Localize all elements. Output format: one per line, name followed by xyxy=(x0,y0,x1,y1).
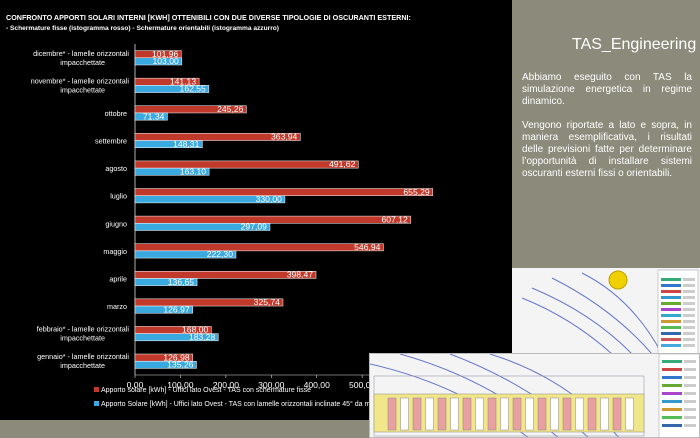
facade-window xyxy=(387,397,397,431)
facade-window xyxy=(525,397,534,431)
legend-entry: Apporto Solare [kWh] - Uffici lato Ovest… xyxy=(101,400,417,408)
chart-title: CONFRONTO APPORTI SOLARI INTERNI [KWH] O… xyxy=(6,13,411,22)
facade-window xyxy=(500,397,509,431)
tas-building-view xyxy=(369,353,700,438)
x-tick-label: 400,00 xyxy=(304,380,331,390)
facade-window xyxy=(612,397,622,431)
facade-window xyxy=(512,397,522,431)
data-label: 162,55 xyxy=(180,84,207,94)
legend-entry: Apporto solare [kWh] - Uffici lato Ovest… xyxy=(101,387,311,394)
category-label: aprile xyxy=(109,274,127,283)
data-label: 126,97 xyxy=(163,304,190,314)
data-label: 168,00 xyxy=(182,325,209,335)
facade-window xyxy=(450,397,459,431)
data-label: 222,30 xyxy=(207,249,234,259)
x-tick-label: 0,00 xyxy=(127,380,144,390)
data-label: 148,31 xyxy=(173,139,200,149)
category-label: maggio xyxy=(103,247,127,256)
category-label: ottobre xyxy=(105,109,127,118)
facade-window xyxy=(587,397,597,431)
bar-orientable xyxy=(134,57,183,66)
data-label: 101,96 xyxy=(152,49,179,59)
data-label: 607,12 xyxy=(382,214,409,224)
x-tick-label: 200,00 xyxy=(213,380,240,390)
bar-fixed xyxy=(134,133,301,141)
tas-screenshot-panel xyxy=(512,268,700,355)
x-tick-label: 500,00 xyxy=(349,380,376,390)
slide-text: Abbiamo eseguito con TAS la simulazione … xyxy=(522,72,692,192)
data-label: 297,09 xyxy=(241,222,268,232)
category-label: febbraio* - lamelle orizzontali impacchet… xyxy=(37,325,130,343)
data-label: 126,98 xyxy=(163,352,190,362)
bar-orientable xyxy=(134,223,271,231)
facade-window xyxy=(625,397,634,431)
category-label: marzo xyxy=(107,302,127,311)
slide-title: TAS_Engineering xyxy=(572,36,697,53)
facade-window xyxy=(550,397,559,431)
data-label: 136,65 xyxy=(168,277,195,287)
x-tick-label: 300,00 xyxy=(258,380,285,390)
facade-window xyxy=(425,397,434,431)
data-label: 363,94 xyxy=(271,132,298,142)
legend-swatch-fixed xyxy=(94,387,99,392)
chart-subtitle: - Schermature fisse (istogramma rosso) -… xyxy=(6,25,279,32)
bar-fixed xyxy=(134,188,433,196)
facade-window xyxy=(437,397,447,431)
data-label: 491,62 xyxy=(329,159,356,169)
data-label: 546,94 xyxy=(354,242,381,252)
bar-orientable xyxy=(134,195,286,204)
legend-swatch-orientable xyxy=(94,401,99,406)
category-label: agosto xyxy=(105,164,127,173)
bar-orientable xyxy=(134,250,237,259)
data-label: 330,00 xyxy=(256,194,283,204)
data-label: 655,29 xyxy=(403,187,430,197)
data-label: 163,10 xyxy=(180,166,207,176)
bar-orientable xyxy=(134,278,198,286)
facade-window xyxy=(487,397,497,431)
data-label: 135,26 xyxy=(167,360,194,370)
category-label: luglio xyxy=(110,192,127,201)
bar-fixed xyxy=(134,298,284,307)
chart-panel: CONFRONTO APPORTI SOLARI INTERNI [KWH] O… xyxy=(0,0,512,420)
facade-window xyxy=(562,397,572,431)
bar-orientable xyxy=(134,112,168,121)
data-label: 183,28 xyxy=(189,332,216,342)
bar-fixed xyxy=(134,160,359,169)
bar-orientable xyxy=(134,140,203,148)
facade-window xyxy=(475,397,484,431)
x-tick-label: 100,00 xyxy=(167,380,194,390)
data-label: 71,34 xyxy=(143,111,165,121)
facade-window xyxy=(400,397,409,431)
data-label: 141,13 xyxy=(170,76,197,86)
bar-fixed xyxy=(134,271,317,279)
slide-paragraph-1: Abbiamo eseguito con TAS la simulazione … xyxy=(522,72,692,107)
category-label: novembre* - lamelle orizzontali impacchet… xyxy=(31,76,130,94)
data-label: 245,26 xyxy=(217,104,244,114)
category-label: settembre xyxy=(95,137,127,146)
data-label: 103,00 xyxy=(152,56,179,66)
bar-orientable xyxy=(134,85,210,93)
facade-window xyxy=(537,397,547,431)
bar-fixed xyxy=(134,215,412,224)
category-label: dicembre* - lamelle orizzontali impacchet… xyxy=(33,49,129,67)
bar-orientable xyxy=(134,305,193,314)
bar-orientable xyxy=(134,360,197,369)
facade-window xyxy=(575,397,584,431)
category-label: giugno xyxy=(105,219,127,228)
bar-orientable xyxy=(134,167,210,176)
bar-orientable xyxy=(134,333,219,342)
data-label: 325,74 xyxy=(254,297,281,307)
facade-window xyxy=(412,397,422,431)
facade-window xyxy=(462,397,472,431)
category-label: gennaio* - lamelle orizzontali impacchett… xyxy=(37,352,129,370)
sun-icon xyxy=(608,270,628,290)
facade-window xyxy=(600,397,609,431)
data-label: 398,47 xyxy=(287,270,314,280)
bar-fixed xyxy=(134,243,384,252)
slide-paragraph-2: Vengono riportate a lato e sopra, in man… xyxy=(522,120,692,179)
bar-fixed xyxy=(134,105,247,114)
